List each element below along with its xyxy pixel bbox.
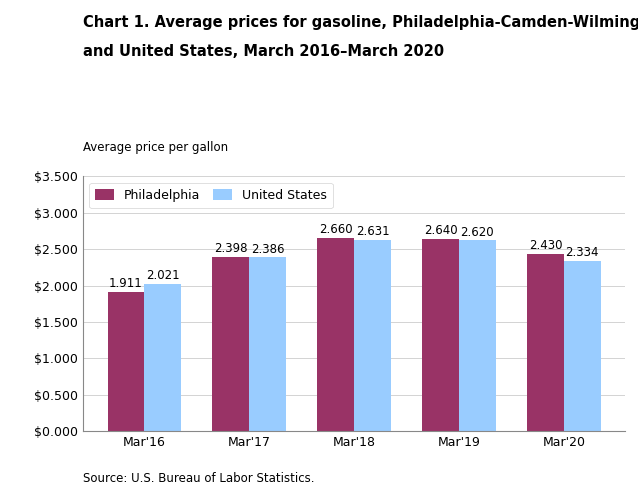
Text: 2.334: 2.334	[565, 246, 599, 260]
Text: 2.640: 2.640	[424, 224, 457, 237]
Bar	[108, 292, 144, 431]
Text: 2.620: 2.620	[461, 225, 494, 239]
Text: 2.386: 2.386	[251, 243, 285, 256]
Text: 2.398: 2.398	[214, 242, 248, 255]
Text: Source: U.S. Bureau of Labor Statistics.: Source: U.S. Bureau of Labor Statistics.	[83, 472, 315, 485]
Legend: Philadelphia, United States: Philadelphia, United States	[89, 183, 333, 208]
Bar	[354, 240, 391, 431]
Text: 2.631: 2.631	[355, 225, 389, 238]
Text: 2.430: 2.430	[529, 240, 562, 252]
Bar	[459, 241, 496, 431]
Text: 2.660: 2.660	[319, 223, 353, 236]
Bar	[212, 257, 249, 431]
Text: 1.911: 1.911	[109, 277, 143, 290]
Text: and United States, March 2016–March 2020: and United States, March 2016–March 2020	[83, 44, 444, 59]
Text: Chart 1. Average prices for gasoline, Philadelphia-Camden-Wilmington: Chart 1. Average prices for gasoline, Ph…	[83, 15, 638, 30]
Bar	[144, 284, 181, 431]
Bar	[317, 238, 354, 431]
Bar	[564, 261, 600, 431]
Bar	[422, 239, 459, 431]
Text: 2.021: 2.021	[146, 269, 179, 282]
Bar	[527, 254, 564, 431]
Bar	[249, 258, 286, 431]
Text: Average price per gallon: Average price per gallon	[83, 141, 228, 154]
